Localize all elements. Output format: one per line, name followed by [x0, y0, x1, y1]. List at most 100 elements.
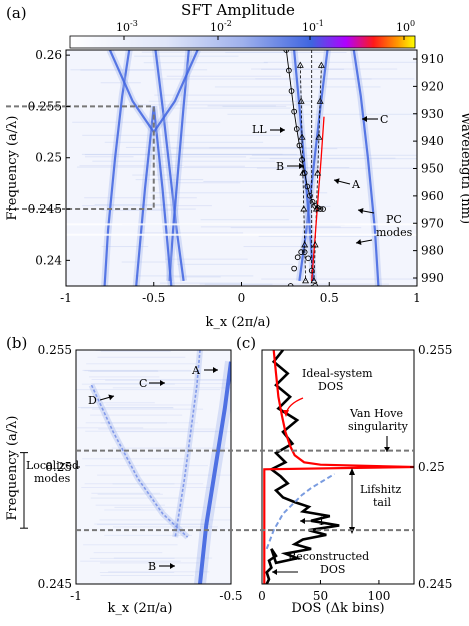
noise-streak	[84, 483, 204, 485]
b-ytick-label: 0.245	[38, 577, 72, 591]
b-arrow-D-head	[108, 394, 114, 401]
arrow-A-head	[334, 178, 340, 185]
noise-streak	[150, 192, 328, 194]
noise-streak	[84, 370, 158, 372]
colorbar-tick-label-1: 10-2	[210, 19, 232, 34]
noise-streak	[184, 165, 245, 167]
noise-streak	[98, 428, 215, 430]
ll-circle	[286, 67, 292, 74]
ll-circle	[304, 183, 311, 190]
noise-streak	[222, 105, 287, 107]
panel-a-ticks: -1 -0.5 0 0.5 1 0.24 0.245 0.25 0.255 0.26 910 920 9…	[28, 48, 444, 305]
noise-streak	[104, 534, 192, 536]
noise-streak	[81, 383, 175, 385]
a-xtick-label: -0.5	[142, 291, 165, 305]
a-y2tick-label: 930	[421, 107, 444, 121]
ll-circle	[296, 142, 303, 149]
triangle-marker	[311, 241, 319, 248]
c-y2tick-label: 0.25	[418, 460, 445, 474]
noise-streak	[94, 204, 175, 206]
panel-c-lines	[263, 350, 414, 584]
annotation-ideal-dos: DOS	[318, 380, 343, 393]
b-annotation-B: B	[148, 560, 156, 573]
cross-panel-dashed-lines	[76, 449, 414, 532]
panel-a-hlines	[66, 223, 417, 236]
colorbar-tick-label-0: 10-3	[116, 19, 138, 34]
a-xtick-label: 1	[413, 291, 421, 305]
noise-streak	[261, 68, 345, 70]
panel-label-a: (a)	[6, 4, 27, 22]
ll-lower-circle	[294, 254, 301, 261]
noise-streak	[105, 404, 197, 406]
noise-streak	[105, 379, 231, 381]
noise-streak	[128, 104, 311, 106]
annotation-1: 1	[318, 515, 325, 528]
arrow-vanhove-head	[384, 447, 390, 452]
a-ytick-label: 0.24	[35, 253, 62, 267]
panel-a-background	[66, 50, 417, 286]
a-ytick-label: 0.26	[35, 48, 62, 62]
triangle-marker	[317, 61, 325, 68]
band-B-left	[168, 50, 190, 281]
noise-streak	[82, 369, 192, 371]
colorbar	[69, 35, 416, 49]
ll-lower-circle	[287, 283, 294, 286]
noise-streak	[97, 523, 210, 525]
a-y2tick-label: 940	[421, 134, 444, 148]
annotation-reconstructed-dos: DOS	[320, 563, 345, 576]
arrow-reconstructed-head	[272, 569, 277, 575]
noise-streak	[108, 571, 210, 573]
annotation-C: C	[380, 113, 388, 126]
noise-streak	[95, 504, 165, 506]
noise-streak	[95, 350, 202, 352]
a-y2tick-label: 990	[421, 271, 444, 285]
noise-streak	[243, 246, 310, 248]
noise-streak	[115, 431, 231, 433]
noise-streak	[114, 506, 231, 508]
arrow-ideal-head	[283, 410, 289, 417]
annotation-localized: Localized	[26, 459, 79, 472]
ll-lower-circle	[312, 283, 319, 286]
series-2	[265, 473, 336, 550]
band-C	[352, 50, 380, 286]
noise-streak	[101, 246, 149, 248]
noise-streak	[89, 376, 160, 378]
noise-streak	[83, 544, 178, 546]
panel-b-xlabel: k_x (2π/a)	[108, 601, 173, 616]
band-V1	[135, 106, 173, 286]
series-1	[263, 350, 414, 584]
noise-streak	[158, 156, 247, 158]
noise-streak	[91, 402, 155, 404]
a-xtick-label: -1	[60, 291, 72, 305]
b-arrow-C-head	[160, 380, 165, 386]
noise-streak	[145, 153, 283, 155]
ll-lower-circle	[298, 249, 305, 255]
b-annotation-D: D	[88, 394, 97, 407]
noise-streak	[207, 105, 276, 107]
noise-streak	[84, 197, 197, 199]
noise-streak	[90, 497, 181, 499]
ll-circle	[309, 199, 316, 205]
zoom-region	[66, 105, 155, 211]
annotation-LL: LL	[252, 123, 267, 136]
b-arrow-A-head	[213, 367, 218, 373]
arrow-LL-head	[280, 127, 285, 133]
noise-streak	[82, 205, 212, 207]
ll-circle	[291, 108, 298, 115]
noise-streak	[92, 408, 204, 410]
noise-streak	[170, 148, 338, 150]
noise-streak	[100, 350, 171, 352]
triangle-marker	[312, 205, 320, 212]
a-y2tick-label: 950	[421, 162, 444, 176]
b-band-D-glow	[88, 383, 190, 540]
b-band-C	[174, 350, 201, 538]
noise-streak	[203, 180, 314, 182]
noise-streak	[82, 458, 191, 460]
noise-streak	[135, 179, 204, 181]
noise-streak	[91, 378, 231, 380]
noise-streak	[159, 78, 372, 80]
noise-streak	[159, 107, 291, 109]
